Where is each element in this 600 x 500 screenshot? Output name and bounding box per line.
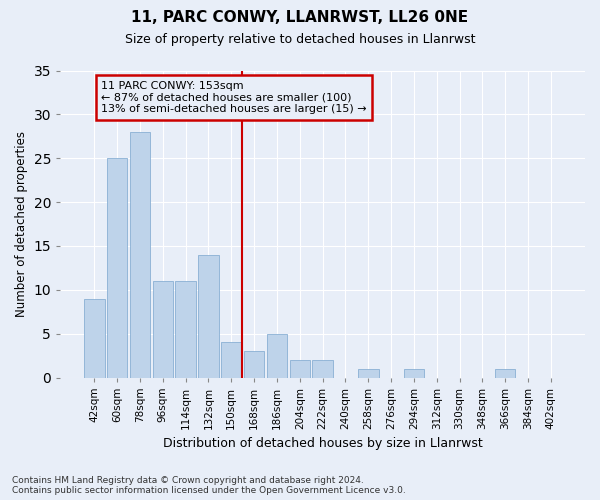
Bar (152, 281, 173, 378)
Bar (175, 281, 196, 378)
Y-axis label: Number of detached properties: Number of detached properties (15, 131, 28, 317)
Bar (130, 132, 150, 378)
Bar (84, 298, 104, 378)
Bar (358, 368, 379, 378)
Bar (221, 342, 242, 378)
Bar (290, 360, 310, 378)
Text: 11, PARC CONWY, LLANRWST, LL26 0NE: 11, PARC CONWY, LLANRWST, LL26 0NE (131, 10, 469, 25)
Text: Size of property relative to detached houses in Llanrwst: Size of property relative to detached ho… (125, 32, 475, 46)
Bar (266, 334, 287, 378)
Bar (404, 368, 424, 378)
Bar (107, 158, 127, 378)
X-axis label: Distribution of detached houses by size in Llanrwst: Distribution of detached houses by size … (163, 437, 482, 450)
Text: 11 PARC CONWY: 153sqm
← 87% of detached houses are smaller (100)
13% of semi-det: 11 PARC CONWY: 153sqm ← 87% of detached … (101, 81, 367, 114)
Bar (244, 351, 265, 378)
Bar (495, 368, 515, 378)
Text: Contains HM Land Registry data © Crown copyright and database right 2024.
Contai: Contains HM Land Registry data © Crown c… (12, 476, 406, 495)
Bar (313, 360, 333, 378)
Bar (198, 254, 219, 378)
